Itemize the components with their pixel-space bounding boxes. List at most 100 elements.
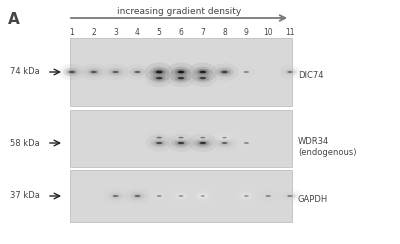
Ellipse shape — [150, 138, 168, 148]
Text: A: A — [8, 12, 20, 27]
Ellipse shape — [199, 136, 206, 139]
Ellipse shape — [200, 142, 206, 144]
Ellipse shape — [278, 64, 302, 80]
Ellipse shape — [151, 133, 168, 142]
Ellipse shape — [156, 71, 162, 73]
Ellipse shape — [284, 70, 296, 75]
Ellipse shape — [81, 64, 107, 80]
Ellipse shape — [177, 70, 185, 74]
Ellipse shape — [195, 133, 211, 142]
Ellipse shape — [132, 69, 143, 75]
Ellipse shape — [172, 138, 190, 148]
Ellipse shape — [167, 62, 195, 82]
Ellipse shape — [63, 67, 81, 77]
Ellipse shape — [172, 73, 190, 83]
Ellipse shape — [110, 69, 122, 75]
Ellipse shape — [286, 194, 294, 197]
Ellipse shape — [175, 140, 187, 146]
Ellipse shape — [170, 189, 192, 203]
Ellipse shape — [196, 75, 209, 81]
Ellipse shape — [196, 140, 209, 146]
Ellipse shape — [222, 142, 228, 144]
Text: 11: 11 — [285, 28, 295, 37]
Ellipse shape — [174, 69, 188, 75]
Ellipse shape — [282, 68, 298, 76]
Text: 8: 8 — [222, 28, 227, 37]
Text: WDR34
(endogenous): WDR34 (endogenous) — [298, 137, 356, 157]
Ellipse shape — [146, 135, 173, 151]
Ellipse shape — [220, 135, 230, 140]
Ellipse shape — [243, 142, 250, 144]
Bar — [70, 110, 292, 167]
Ellipse shape — [214, 131, 235, 144]
Ellipse shape — [153, 69, 166, 75]
Ellipse shape — [151, 192, 167, 200]
Ellipse shape — [91, 71, 97, 73]
Ellipse shape — [221, 142, 228, 145]
Ellipse shape — [68, 70, 76, 74]
Ellipse shape — [211, 63, 238, 81]
Ellipse shape — [90, 70, 98, 74]
Ellipse shape — [112, 70, 120, 74]
Ellipse shape — [215, 67, 234, 77]
Ellipse shape — [167, 134, 195, 152]
Ellipse shape — [287, 195, 293, 197]
Ellipse shape — [198, 70, 207, 74]
Ellipse shape — [178, 136, 184, 139]
Ellipse shape — [174, 192, 188, 200]
Text: 1: 1 — [70, 28, 74, 37]
Ellipse shape — [178, 137, 184, 139]
Ellipse shape — [134, 71, 140, 73]
Ellipse shape — [103, 188, 128, 203]
Ellipse shape — [193, 67, 213, 77]
Ellipse shape — [177, 76, 185, 80]
Ellipse shape — [69, 71, 75, 73]
Ellipse shape — [153, 140, 166, 146]
Ellipse shape — [178, 77, 184, 79]
Ellipse shape — [238, 139, 254, 147]
Ellipse shape — [199, 76, 207, 80]
Ellipse shape — [198, 141, 207, 145]
Ellipse shape — [238, 68, 254, 76]
Ellipse shape — [260, 192, 276, 200]
Ellipse shape — [85, 67, 103, 77]
Ellipse shape — [125, 188, 150, 204]
Ellipse shape — [188, 134, 217, 152]
Ellipse shape — [244, 142, 249, 144]
Ellipse shape — [134, 195, 140, 197]
Ellipse shape — [156, 142, 162, 144]
Ellipse shape — [219, 140, 230, 146]
Ellipse shape — [266, 195, 271, 197]
Ellipse shape — [178, 195, 184, 197]
Text: 9: 9 — [244, 28, 249, 37]
Ellipse shape — [241, 141, 252, 145]
Text: 5: 5 — [157, 28, 162, 37]
Ellipse shape — [282, 192, 298, 200]
Ellipse shape — [196, 192, 210, 200]
Ellipse shape — [132, 193, 143, 199]
Ellipse shape — [193, 73, 212, 83]
Ellipse shape — [196, 69, 209, 75]
Ellipse shape — [145, 69, 173, 87]
Ellipse shape — [200, 71, 206, 73]
Text: 3: 3 — [113, 28, 118, 37]
Ellipse shape — [234, 65, 258, 79]
Text: 37 kDa: 37 kDa — [10, 192, 40, 201]
Ellipse shape — [178, 195, 184, 197]
Ellipse shape — [169, 131, 193, 145]
Ellipse shape — [156, 136, 163, 139]
Ellipse shape — [176, 194, 186, 198]
Ellipse shape — [189, 69, 217, 87]
Ellipse shape — [125, 64, 150, 80]
Ellipse shape — [155, 70, 164, 74]
Ellipse shape — [66, 69, 78, 75]
Ellipse shape — [102, 64, 129, 80]
Ellipse shape — [171, 67, 191, 78]
Ellipse shape — [129, 68, 146, 77]
Ellipse shape — [156, 137, 162, 139]
Ellipse shape — [145, 62, 174, 82]
Ellipse shape — [200, 137, 206, 139]
Ellipse shape — [212, 135, 237, 151]
Ellipse shape — [154, 194, 164, 198]
Ellipse shape — [188, 62, 217, 81]
